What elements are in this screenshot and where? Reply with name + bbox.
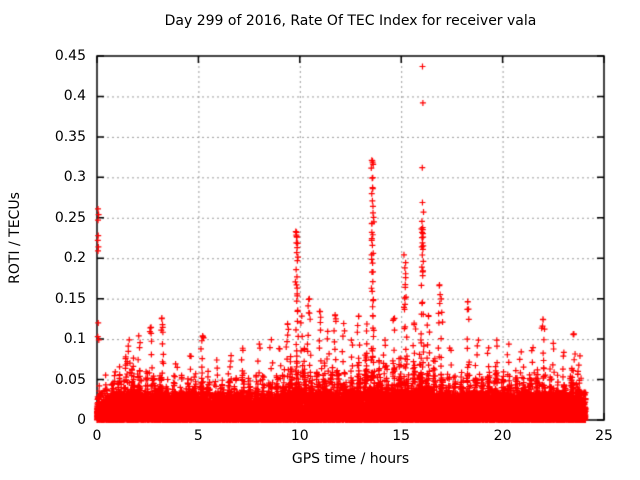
x-axis-label: GPS time / hours — [291, 451, 410, 467]
x-tick-label: 15 — [392, 428, 411, 444]
x-tick-label: 10 — [290, 428, 309, 444]
y-tick-label: 0.15 — [54, 290, 86, 307]
y-tick-label: 0.2 — [63, 250, 86, 267]
y-tick-label: 0.25 — [54, 209, 86, 226]
x-tick-label: 5 — [193, 428, 203, 444]
x-tick-label: 25 — [595, 428, 613, 444]
x-tick-label: 0 — [92, 428, 102, 444]
y-tick-label: 0 — [77, 412, 86, 428]
y-tick-label: 0.1 — [63, 331, 86, 348]
y-tick-label: 0.35 — [54, 128, 86, 145]
y-tick-label: 0.4 — [63, 88, 86, 105]
chart-title: Day 299 of 2016, Rate Of TEC Index for r… — [164, 13, 537, 29]
y-tick-label: 0.45 — [54, 48, 86, 64]
y-tick-label: 0.3 — [63, 169, 86, 186]
y-tick-label: 0.05 — [54, 371, 86, 388]
x-tick-label: 20 — [493, 428, 512, 444]
